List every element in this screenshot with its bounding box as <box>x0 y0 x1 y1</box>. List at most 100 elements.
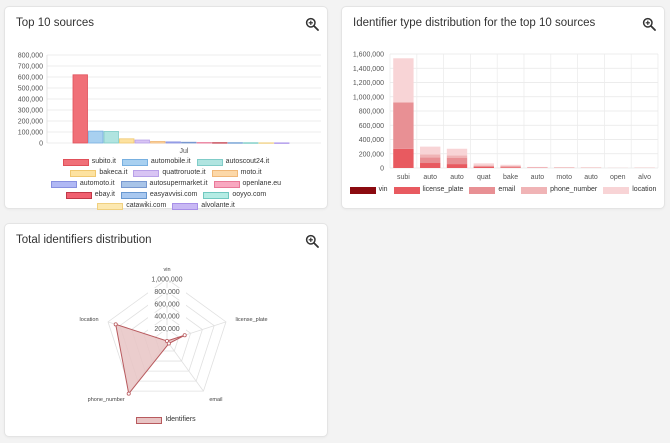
legend-item[interactable]: catawiki.com <box>97 201 166 211</box>
axis-label: license_plate <box>235 317 267 323</box>
y-tick-label: 600,000 <box>359 123 384 130</box>
r-tick-label: 1,000,000 <box>151 277 182 284</box>
bar <box>274 142 290 144</box>
axis-label: vin <box>163 267 170 273</box>
radar-point <box>113 322 118 327</box>
bar-segment <box>420 154 441 158</box>
legend-label: automoto.it <box>79 180 115 187</box>
bar-segment <box>500 165 521 167</box>
legend-item[interactable]: email <box>469 185 515 195</box>
legend-swatch <box>393 186 420 194</box>
axis-label: phone_number <box>88 397 125 403</box>
legend-label: easyavvisi.com <box>149 191 198 198</box>
legend-item[interactable]: easyavvisi.com <box>120 190 198 200</box>
zoom-in-icon[interactable] <box>642 17 656 31</box>
card-title: Total identifiers distribution <box>16 234 152 246</box>
axis-label: email <box>209 397 222 403</box>
legend-swatch <box>521 186 548 194</box>
y-tick-label: 500,000 <box>18 86 43 93</box>
legend-item[interactable]: subito.it <box>62 157 116 167</box>
legend-item[interactable]: automoto.it <box>50 179 115 189</box>
radar-ring <box>107 278 227 392</box>
radar-point <box>182 333 187 338</box>
r-tick-bg <box>148 325 186 333</box>
legend-swatch <box>603 186 630 194</box>
y-tick-label: 1,000,000 <box>353 94 384 101</box>
bar <box>134 139 150 144</box>
legend-label: Identifiers <box>165 416 196 423</box>
bar <box>72 74 88 144</box>
y-tick-label: 1,400,000 <box>353 66 384 73</box>
x-tick-label: auto <box>584 174 598 181</box>
bar-segment <box>500 164 521 166</box>
x-tick-label: bake <box>503 174 518 181</box>
identifier-distribution-card: Identifier type distribution for the top… <box>341 6 665 209</box>
bar <box>227 142 243 144</box>
bar-segment <box>420 146 441 155</box>
legend-item[interactable]: vin <box>349 185 388 195</box>
r-tick-bg <box>148 312 186 320</box>
legend-swatch <box>133 169 160 177</box>
y-tick-label: 700,000 <box>18 64 43 71</box>
y-tick-label: 400,000 <box>18 97 43 104</box>
y-tick-label: 200,000 <box>359 151 384 158</box>
legend-item[interactable]: bakeca.it <box>70 168 127 178</box>
y-tick-label: 300,000 <box>18 108 43 115</box>
y-tick-label: 400,000 <box>359 137 384 144</box>
legend-item[interactable]: autoscout24.it <box>196 157 270 167</box>
legend-swatch <box>213 180 240 188</box>
radar-ring <box>142 315 192 362</box>
top-sources-card: Top 10 sources 0 100,000 200,000 300,000 400… <box>4 6 328 211</box>
r-tick-label: 600,000 <box>154 301 179 308</box>
zoom-in-icon[interactable] <box>305 17 319 31</box>
legend-swatch <box>70 169 97 177</box>
bar <box>88 130 104 144</box>
legend-item[interactable]: autosupermarket.it <box>120 179 208 189</box>
legend-swatch <box>62 158 89 166</box>
legend-item[interactable]: phone_number <box>521 185 597 195</box>
legend-swatch <box>349 186 376 194</box>
radar-ring <box>131 303 203 372</box>
bar-segment <box>420 163 441 168</box>
bar <box>212 142 228 144</box>
r-tick-label: 200,000 <box>154 326 179 333</box>
identifiers-radar-chart: 200,000 400,000 600,000 800,000 1,000,000 vin… <box>80 267 268 403</box>
legend-label: license_plate <box>422 186 464 193</box>
legend-swatch <box>136 416 163 424</box>
bar <box>196 142 212 144</box>
x-tick-label: auto <box>450 174 464 181</box>
zoom-in-icon[interactable] <box>305 234 319 248</box>
r-tick-label: 400,000 <box>154 314 179 321</box>
bar <box>165 141 181 144</box>
legend-item[interactable]: alvolante.it <box>172 201 235 211</box>
legend-swatch <box>469 186 496 194</box>
legend-item[interactable]: automobile.it <box>121 157 191 167</box>
legend-item[interactable]: ebay.it <box>65 190 115 200</box>
legend-label: autoscout24.it <box>225 158 270 165</box>
r-tick-bg <box>148 275 186 283</box>
bar-segment <box>473 163 494 166</box>
bar-segment <box>446 148 468 156</box>
legend-item[interactable]: location <box>603 185 656 195</box>
x-tick-label: auto <box>531 174 545 181</box>
bar-segment <box>500 166 521 168</box>
legend-label: phone_number <box>550 186 598 193</box>
bar-segment <box>446 155 468 158</box>
radar-spoke <box>166 340 204 392</box>
bar <box>103 131 119 144</box>
radar-point <box>126 391 131 396</box>
legend-swatch <box>50 180 77 188</box>
radar-area <box>115 323 185 395</box>
y-tick-label: 800,000 <box>18 53 43 60</box>
legend-item[interactable]: quattroruote.it <box>133 168 206 178</box>
bar-segment <box>473 166 494 168</box>
legend-item[interactable]: moto.it <box>211 168 262 178</box>
legend-item[interactable]: openlane.eu <box>213 179 281 189</box>
x-tick-label: quat <box>477 174 491 181</box>
legend-item[interactable]: Identifiers <box>136 415 196 425</box>
legend-label: subito.it <box>91 158 116 165</box>
legend-swatch <box>196 158 223 166</box>
legend-item[interactable]: ooyyo.com <box>203 190 266 200</box>
r-tick-label: 800,000 <box>154 289 179 296</box>
legend-item[interactable]: license_plate <box>393 185 464 195</box>
